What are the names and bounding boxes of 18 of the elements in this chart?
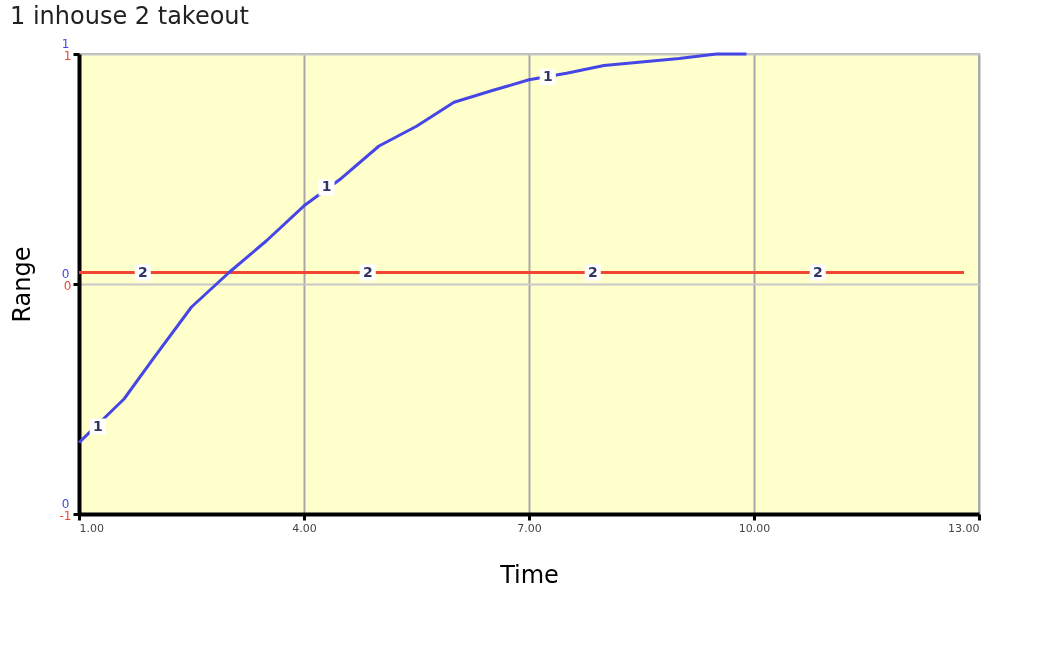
text: 1 inhouse 2 takeout (10, 2, 249, 30)
annotation: 1 (542, 68, 553, 84)
y-tick-label: 0 (63, 278, 72, 293)
annotation: 1 (92, 417, 103, 434)
y-tick-label: 1 (63, 48, 72, 63)
x-tick-label: 1.00 (79, 521, 104, 535)
annotation: 2 (362, 263, 373, 280)
annotation: 2 (812, 263, 823, 280)
x-tick-label: 7.00 (517, 521, 542, 535)
annotation: 2 (137, 263, 148, 280)
annotation: 2 (587, 263, 598, 280)
x-tick-label: 10.00 (738, 521, 771, 535)
x-tick-label: 4.00 (292, 521, 317, 535)
x-tick-label: 13.00 (948, 521, 980, 535)
y-tick-label: -1 (59, 508, 72, 523)
y-axis-title: Range (7, 246, 36, 323)
annotation: 1 (321, 178, 332, 195)
x-axis-title: Time (499, 560, 559, 589)
